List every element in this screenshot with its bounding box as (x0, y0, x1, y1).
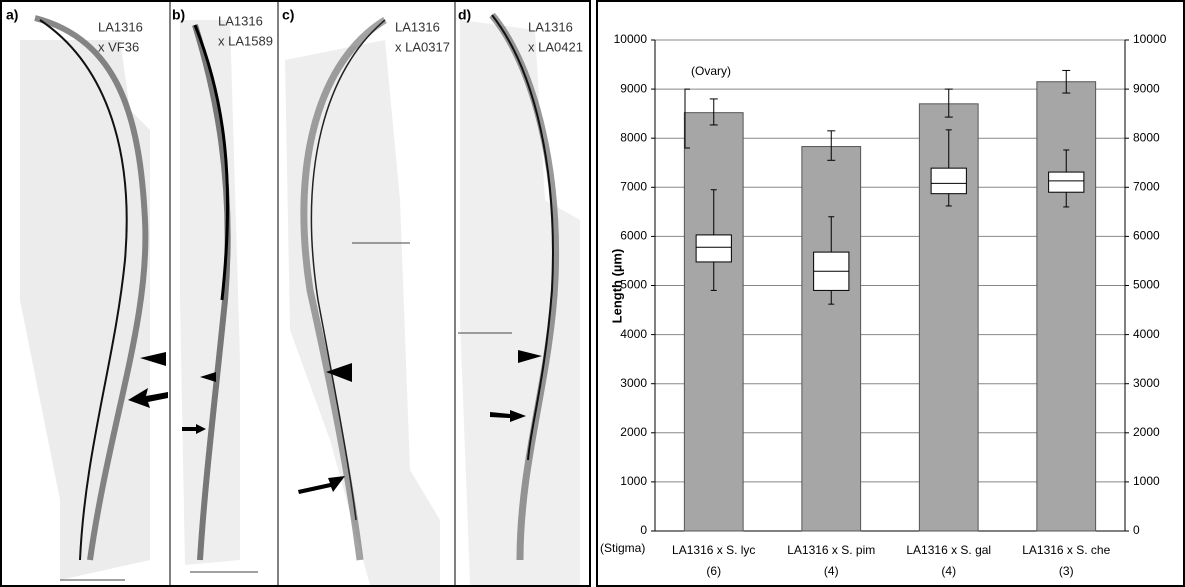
y2-tick-label: 0 (1133, 523, 1140, 537)
micrographs: a) LA1316 x VF36 b) LA1316 x LA1589 c) L… (1, 1, 590, 586)
y2-tick-label: 7000 (1133, 179, 1160, 193)
y2-tick-label: 8000 (1133, 130, 1160, 144)
y-tick-label: 5000 (620, 278, 647, 292)
figure: a) LA1316 x VF36 b) LA1316 x LA1589 c) L… (0, 0, 1185, 587)
cross-label: x LA1589 (218, 33, 273, 48)
x-tick-count: (4) (824, 564, 839, 578)
cross-label: LA1316 (528, 19, 573, 34)
panel-label: d) (458, 7, 471, 23)
annotation: (Ovary) (691, 64, 731, 78)
box (1049, 172, 1084, 192)
x-tick-label: LA1316 x S. che (1022, 543, 1110, 557)
y-tick-label: 9000 (620, 81, 647, 95)
x-tick-count: (3) (1059, 564, 1074, 578)
cross-label: x LA0317 (395, 39, 450, 54)
y2-tick-label: 4000 (1133, 327, 1160, 341)
panel-label: c) (282, 7, 294, 23)
x-tick-label: LA1316 x S. lyc (672, 543, 755, 557)
y2-tick-label: 2000 (1133, 425, 1160, 439)
y-tick-label: 4000 (620, 327, 647, 341)
y-tick-label: 2000 (620, 425, 647, 439)
box (931, 168, 966, 194)
bar (1037, 82, 1096, 531)
y2-tick-label: 9000 (1133, 81, 1160, 95)
x-tick-label: LA1316 x S. gal (906, 543, 991, 557)
x-tick-count: (4) (941, 564, 956, 578)
y-tick-label: 1000 (620, 474, 647, 488)
x-tick-label: LA1316 x S. pim (787, 543, 875, 557)
cross-label: LA1316 (218, 13, 263, 28)
y2-tick-label: 10000 (1133, 32, 1167, 46)
image-bg (180, 20, 240, 565)
y2-tick-label: 1000 (1133, 474, 1160, 488)
y2-tick-label: 3000 (1133, 376, 1160, 390)
y2-tick-label: 6000 (1133, 229, 1160, 243)
box (696, 235, 731, 262)
bar (802, 147, 861, 531)
page: {"panels": [ {"label": "a)", "line1": "L… (0, 0, 1185, 587)
y-tick-label: 8000 (620, 130, 647, 144)
y2-tick-label: 5000 (1133, 278, 1160, 292)
y-tick-label: 10000 (614, 32, 648, 46)
cross-label: LA1316 (98, 19, 143, 34)
bar (684, 113, 743, 531)
panel-label: a) (6, 7, 18, 23)
annotation: (Stigma) (600, 541, 645, 555)
cross-label: x VF36 (98, 39, 139, 54)
y-tick-label: 3000 (620, 376, 647, 390)
cross-label: LA1316 (395, 19, 440, 34)
y-tick-label: 6000 (620, 229, 647, 243)
x-tick-count: (6) (706, 564, 721, 578)
y-tick-label: 7000 (620, 179, 647, 193)
panel-label: b) (172, 7, 185, 23)
y-tick-label: 0 (640, 523, 647, 537)
cross-label: x LA0421 (528, 39, 583, 54)
